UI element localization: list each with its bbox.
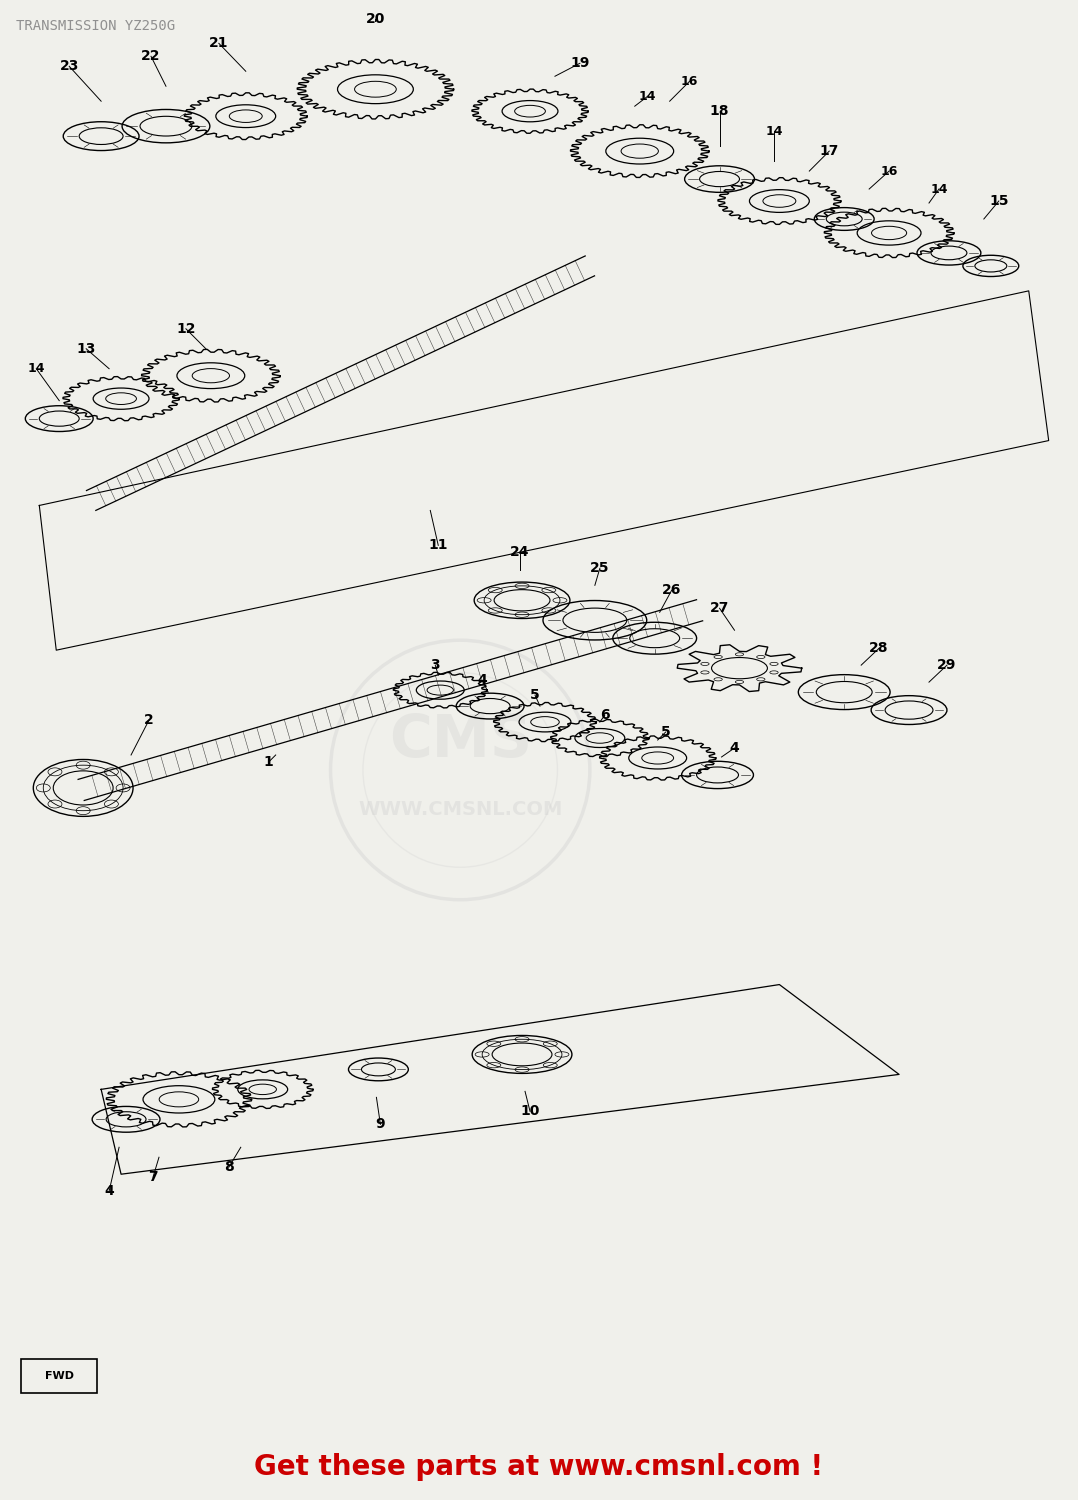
Text: 29: 29	[937, 658, 956, 672]
Text: CMS: CMS	[389, 711, 531, 768]
Text: 20: 20	[365, 12, 385, 27]
Text: 16: 16	[881, 165, 898, 177]
Text: 1: 1	[264, 754, 274, 770]
Text: Get these parts at www.cmsnl.com !: Get these parts at www.cmsnl.com !	[254, 1452, 824, 1480]
Text: 8: 8	[224, 1160, 234, 1174]
Text: 5: 5	[661, 724, 671, 740]
Text: 5: 5	[530, 688, 540, 702]
Text: 24: 24	[510, 546, 529, 560]
Text: 28: 28	[869, 640, 889, 656]
Text: 27: 27	[709, 602, 729, 615]
Text: 11: 11	[429, 538, 448, 552]
Text: 14: 14	[639, 90, 657, 102]
Text: WWW.CMSNL.COM: WWW.CMSNL.COM	[358, 801, 563, 819]
FancyBboxPatch shape	[22, 1359, 97, 1394]
Text: 9: 9	[375, 1118, 385, 1131]
Text: 13: 13	[77, 342, 96, 355]
Text: FWD: FWD	[45, 1371, 73, 1382]
Text: TRANSMISSION YZ250G: TRANSMISSION YZ250G	[16, 20, 176, 33]
Text: 26: 26	[662, 584, 681, 597]
Text: 3: 3	[430, 658, 440, 672]
Text: 12: 12	[176, 322, 196, 336]
Text: 4: 4	[105, 1184, 114, 1198]
Text: 15: 15	[989, 194, 1009, 208]
Text: 4: 4	[730, 741, 740, 754]
Text: 14: 14	[28, 362, 45, 375]
Text: 2: 2	[144, 712, 154, 728]
Text: 6: 6	[600, 708, 610, 722]
Text: 23: 23	[59, 60, 79, 74]
Text: 17: 17	[819, 144, 839, 158]
Text: 10: 10	[521, 1104, 540, 1119]
Text: 14: 14	[765, 124, 783, 138]
Text: 4: 4	[478, 674, 487, 687]
Text: 22: 22	[141, 50, 161, 63]
Text: 19: 19	[570, 57, 590, 70]
Text: 21: 21	[209, 36, 229, 51]
Text: 16: 16	[681, 75, 699, 87]
Text: 14: 14	[930, 183, 948, 195]
Text: 18: 18	[709, 104, 730, 118]
Text: 7: 7	[148, 1170, 157, 1184]
Text: 25: 25	[590, 561, 609, 576]
